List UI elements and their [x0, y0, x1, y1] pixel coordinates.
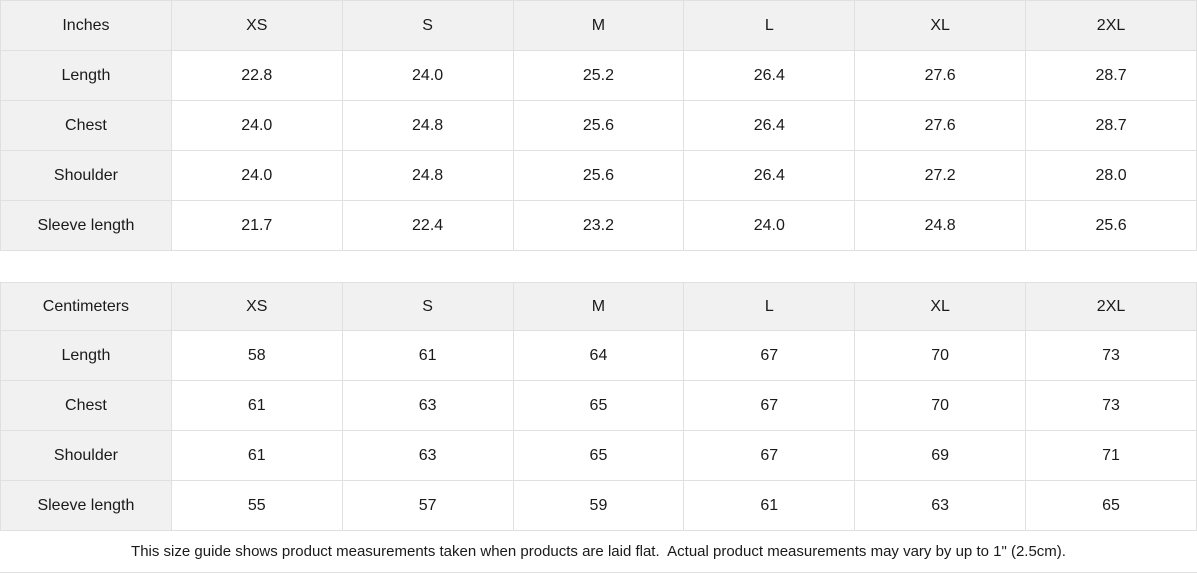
measurement-cell: 63: [341, 430, 514, 481]
measurement-cell: 22.4: [341, 200, 514, 251]
table-spacer: [0, 251, 1197, 282]
measurement-cell: 27.6: [854, 100, 1027, 151]
measurement-cell: 69: [854, 430, 1027, 481]
measurement-cell: 71: [1025, 430, 1197, 481]
measurement-cell: 24.0: [170, 150, 343, 201]
measurement-cell: 24.0: [683, 200, 856, 251]
measurement-cell: 63: [854, 480, 1027, 531]
measurement-row-shoulder: Shoulder 61 63 65 67 69 71: [0, 430, 1197, 481]
measurement-cell: 73: [1025, 330, 1197, 381]
measurement-cell: 73: [1025, 380, 1197, 431]
size-column-header: XL: [854, 0, 1027, 51]
measurement-cell: 25.6: [1025, 200, 1197, 251]
row-label: Sleeve length: [0, 480, 172, 531]
measurement-cell: 24.8: [854, 200, 1027, 251]
size-column-header: M: [512, 0, 685, 51]
row-label: Length: [0, 330, 172, 381]
measurement-cell: 26.4: [683, 150, 856, 201]
size-table-inches: Inches XS S M L XL 2XL Length 22.8 24.0 …: [0, 0, 1197, 251]
measurement-cell: 65: [512, 380, 685, 431]
measurement-cell: 25.2: [512, 50, 685, 101]
measurement-cell: 58: [170, 330, 343, 381]
measurement-row-sleeve-length: Sleeve length 55 57 59 61 63 65: [0, 480, 1197, 531]
row-label: Sleeve length: [0, 200, 172, 251]
row-label: Chest: [0, 100, 172, 151]
bottom-gap: [0, 573, 1197, 581]
measurement-cell: 26.4: [683, 50, 856, 101]
measurement-cell: 24.8: [341, 150, 514, 201]
measurement-cell: 61: [341, 330, 514, 381]
measurement-cell: 24.0: [341, 50, 514, 101]
row-label: Shoulder: [0, 430, 172, 481]
measurement-cell: 55: [170, 480, 343, 531]
measurement-cell: 61: [170, 380, 343, 431]
size-header-row: Inches XS S M L XL 2XL: [0, 0, 1197, 51]
measurement-cell: 28.0: [1025, 150, 1197, 201]
size-header-row: Centimeters XS S M L XL 2XL: [0, 282, 1197, 331]
row-label: Chest: [0, 380, 172, 431]
measurement-cell: 24.0: [170, 100, 343, 151]
measurement-cell: 59: [512, 480, 685, 531]
size-column-header: XS: [170, 0, 343, 51]
measurement-cell: 27.6: [854, 50, 1027, 101]
size-column-header: XL: [854, 282, 1027, 331]
measurement-cell: 67: [683, 430, 856, 481]
measurement-cell: 21.7: [170, 200, 343, 251]
footnote: This size guide shows product measuremen…: [0, 531, 1197, 573]
size-column-header: XS: [170, 282, 343, 331]
measurement-cell: 65: [512, 430, 685, 481]
measurement-cell: 67: [683, 380, 856, 431]
measurement-row-chest: Chest 61 63 65 67 70 73: [0, 380, 1197, 431]
unit-header-cell: Centimeters: [0, 282, 172, 331]
unit-header-cell: Inches: [0, 0, 172, 51]
size-column-header: L: [683, 282, 856, 331]
size-table-centimeters: Centimeters XS S M L XL 2XL Length 58 61…: [0, 282, 1197, 531]
measurement-cell: 25.6: [512, 150, 685, 201]
measurement-cell: 67: [683, 330, 856, 381]
measurement-cell: 61: [170, 430, 343, 481]
measurement-cell: 26.4: [683, 100, 856, 151]
measurement-cell: 28.7: [1025, 100, 1197, 151]
measurement-row-length: Length 22.8 24.0 25.2 26.4 27.6 28.7: [0, 50, 1197, 101]
measurement-row-shoulder: Shoulder 24.0 24.8 25.6 26.4 27.2 28.0: [0, 150, 1197, 201]
measurement-cell: 22.8: [170, 50, 343, 101]
measurement-cell: 25.6: [512, 100, 685, 151]
measurement-row-length: Length 58 61 64 67 70 73: [0, 330, 1197, 381]
measurement-cell: 61: [683, 480, 856, 531]
measurement-row-chest: Chest 24.0 24.8 25.6 26.4 27.6 28.7: [0, 100, 1197, 151]
row-label: Shoulder: [0, 150, 172, 201]
measurement-cell: 57: [341, 480, 514, 531]
measurement-cell: 70: [854, 380, 1027, 431]
size-column-header: M: [512, 282, 685, 331]
measurement-cell: 23.2: [512, 200, 685, 251]
size-column-header: 2XL: [1025, 282, 1197, 331]
measurement-cell: 28.7: [1025, 50, 1197, 101]
size-column-header: S: [341, 0, 514, 51]
measurement-cell: 24.8: [341, 100, 514, 151]
measurement-cell: 63: [341, 380, 514, 431]
measurement-row-sleeve-length: Sleeve length 21.7 22.4 23.2 24.0 24.8 2…: [0, 200, 1197, 251]
measurement-cell: 27.2: [854, 150, 1027, 201]
size-column-header: 2XL: [1025, 0, 1197, 51]
size-column-header: L: [683, 0, 856, 51]
measurement-cell: 65: [1025, 480, 1197, 531]
row-label: Length: [0, 50, 172, 101]
measurement-cell: 64: [512, 330, 685, 381]
measurement-cell: 70: [854, 330, 1027, 381]
size-column-header: S: [341, 282, 514, 331]
